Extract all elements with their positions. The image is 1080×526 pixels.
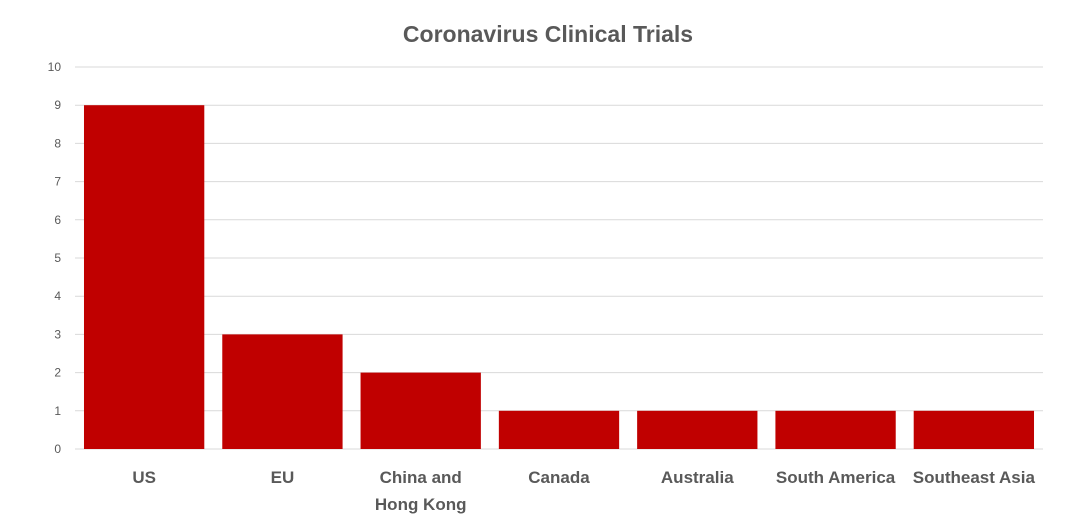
- gridlines: [75, 66, 1043, 450]
- bars: [83, 105, 1035, 449]
- y-tick-label: 2: [54, 366, 61, 380]
- y-tick-label: 1: [54, 404, 61, 418]
- bar: [360, 372, 481, 449]
- y-tick-label: 6: [54, 213, 61, 227]
- chart-title: Coronavirus Clinical Trials: [403, 21, 693, 47]
- x-tick-label: South America: [776, 468, 896, 487]
- bar: [637, 410, 758, 449]
- x-tick-label: China and Hong Kong: [375, 468, 467, 514]
- bar: [498, 410, 620, 449]
- x-tick-label: EU: [271, 468, 295, 487]
- x-tick-label: Southeast Asia: [913, 468, 1036, 487]
- y-tick-label: 7: [54, 175, 61, 189]
- bar: [222, 334, 343, 449]
- x-tick-label: US: [132, 468, 156, 487]
- bar: [775, 410, 896, 449]
- y-tick-label: 9: [54, 98, 61, 112]
- x-tick-label: Australia: [661, 468, 734, 487]
- x-axis-labels: US EU China and Hong Kong Canada Australia Sou…: [132, 468, 1035, 514]
- y-tick-label: 5: [54, 251, 61, 265]
- bar: [913, 410, 1035, 449]
- x-tick-label: Canada: [528, 468, 590, 487]
- y-axis-ticks: 0 1 2 3 4 5 6 7 8 9 10: [48, 60, 62, 456]
- y-tick-label: 10: [48, 60, 62, 74]
- y-tick-label: 0: [54, 442, 61, 456]
- y-tick-label: 3: [54, 327, 61, 341]
- bar: [83, 105, 205, 449]
- y-tick-label: 4: [54, 289, 61, 303]
- y-tick-label: 8: [54, 136, 61, 150]
